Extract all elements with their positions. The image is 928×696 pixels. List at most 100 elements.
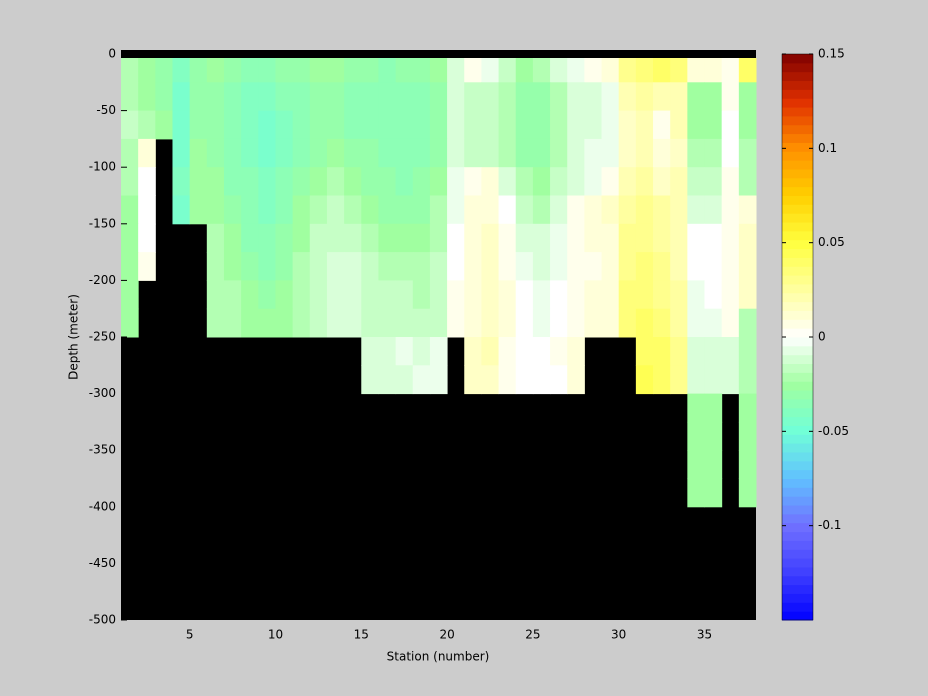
heat-cell — [481, 223, 500, 253]
colorbar-band — [782, 575, 813, 586]
heat-cell — [121, 58, 139, 83]
heat-cell — [361, 82, 379, 112]
heat-cell — [206, 308, 225, 338]
heat-cell — [206, 252, 225, 281]
heat-cell — [532, 167, 551, 196]
heat-cell — [206, 167, 225, 196]
heat-cell — [292, 223, 311, 253]
heat-cell — [223, 223, 242, 253]
colorbar-band — [782, 434, 813, 444]
heat-cell — [498, 365, 517, 395]
heat-cell — [395, 82, 414, 112]
heat-cell — [704, 280, 723, 310]
x-tick-label: 25 — [525, 628, 540, 642]
colorbar-band — [782, 54, 813, 64]
heat-cell — [567, 82, 585, 112]
heat-cell — [292, 110, 311, 140]
colorbar-band — [782, 80, 813, 90]
heat-cell — [429, 252, 448, 281]
heat-cell — [429, 223, 448, 253]
heat-cell — [721, 365, 740, 395]
colorbar-band — [782, 186, 813, 196]
heat-cell — [292, 308, 311, 338]
colorbar-band — [782, 160, 813, 170]
heat-cell — [258, 138, 276, 168]
heat-cell — [704, 138, 723, 168]
y-axis-label: Depth (meter) — [67, 294, 81, 380]
heat-cell — [653, 365, 671, 395]
heat-cell — [395, 223, 414, 253]
heat-cell — [121, 110, 139, 140]
heat-cell — [704, 478, 723, 508]
heat-cell — [498, 110, 517, 140]
colorbar-tick-label: 0.1 — [818, 141, 837, 155]
heat-cell — [670, 308, 688, 338]
heat-cell — [567, 337, 585, 366]
heat-cell — [361, 223, 379, 253]
heat-cell — [378, 58, 397, 83]
heat-cell — [447, 308, 465, 338]
heat-cell — [481, 58, 500, 83]
heat-cell — [653, 110, 671, 140]
heat-cell — [464, 365, 482, 395]
heat-cell — [567, 167, 585, 196]
heat-cell — [670, 110, 688, 140]
heat-cell — [738, 252, 757, 281]
heat-cell — [275, 252, 294, 281]
heat-cell — [498, 58, 517, 83]
heat-cell — [721, 308, 740, 338]
colorbar-band — [782, 478, 813, 488]
heat-cell — [721, 58, 740, 83]
heat-cell — [567, 308, 585, 338]
heat-cell — [172, 58, 191, 83]
heat-cell — [395, 365, 414, 395]
heat-cell — [618, 308, 637, 338]
heat-cell — [412, 252, 431, 281]
colorbar-band — [782, 390, 813, 400]
y-tick-label: 0 — [108, 47, 116, 61]
colorbar-band — [782, 496, 813, 506]
heat-cell — [532, 280, 551, 310]
heat-cell — [241, 138, 259, 168]
heat-cell — [121, 138, 139, 168]
heat-cell — [601, 58, 620, 83]
heat-cell — [395, 195, 414, 225]
heat-cell — [241, 82, 259, 112]
heat-cell — [567, 252, 585, 281]
heat-cell — [532, 138, 551, 168]
heat-cell — [378, 110, 397, 140]
colorbar-band — [782, 133, 813, 143]
heat-cell — [429, 167, 448, 196]
heat-cell — [738, 365, 757, 395]
heat-cell — [687, 110, 706, 140]
heat-cell — [412, 280, 431, 310]
heat-cell — [653, 167, 671, 196]
heat-cell — [481, 110, 500, 140]
heat-cell — [464, 252, 482, 281]
heat-cell — [361, 195, 379, 225]
heat-cell — [464, 167, 482, 196]
heat-cell — [550, 223, 568, 253]
heat-cell — [121, 252, 139, 281]
heat-cell — [550, 58, 568, 83]
colorbar-band — [782, 62, 813, 73]
heat-cell — [378, 138, 397, 168]
heat-cell — [515, 167, 534, 196]
heat-cell — [704, 365, 723, 395]
heat-cell — [481, 252, 500, 281]
heat-cell — [738, 393, 757, 423]
heat-cell — [138, 167, 156, 196]
heat-cell — [584, 110, 603, 140]
colorbar-band — [782, 204, 813, 214]
heat-cell — [584, 195, 603, 225]
heat-cell — [567, 195, 585, 225]
heat-cell — [378, 280, 397, 310]
heat-cell — [344, 195, 362, 225]
heat-cell — [721, 138, 740, 168]
heat-cell — [738, 223, 757, 253]
heat-cell — [223, 195, 242, 225]
colorbar-band — [782, 593, 813, 603]
heat-cell — [498, 138, 517, 168]
colorbar-band — [782, 248, 813, 258]
heat-cell — [532, 82, 551, 112]
